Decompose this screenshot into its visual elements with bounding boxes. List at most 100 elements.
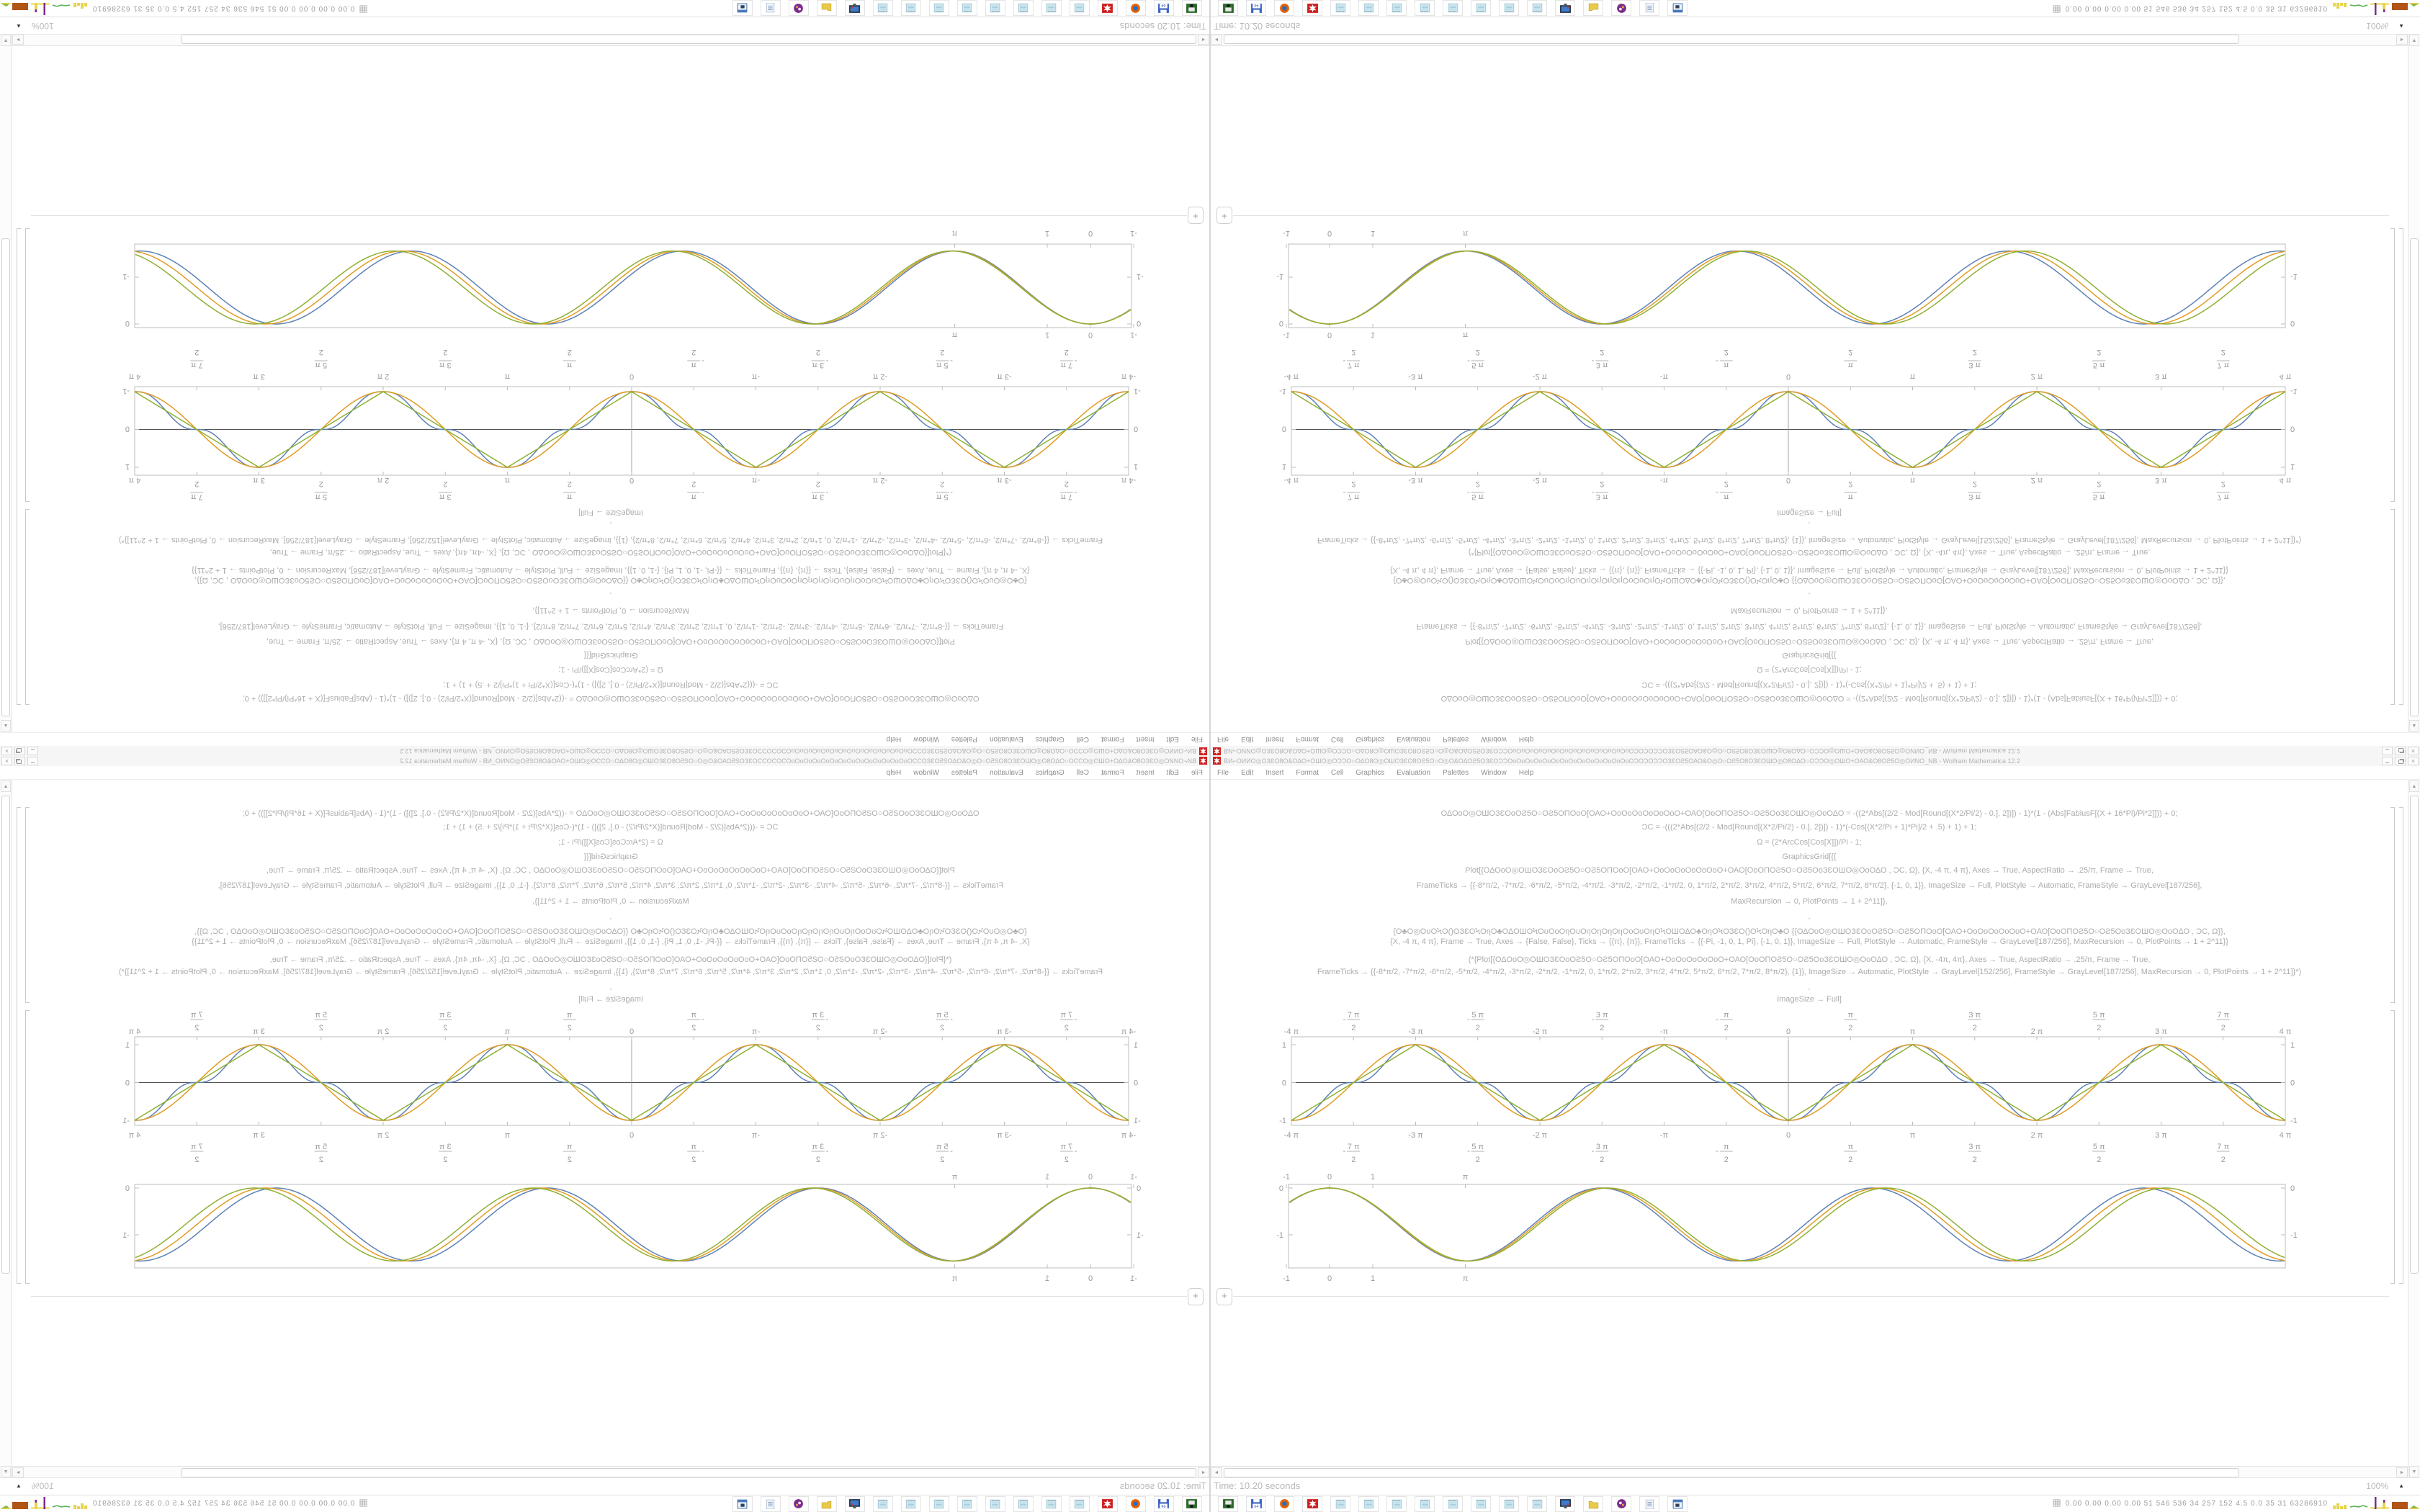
taskbar-icon-spikey-4[interactable]	[1098, 0, 1118, 17]
taskbar-icon-window-17[interactable]	[1667, 0, 1688, 17]
cell-insertion-plus-button[interactable]: +	[1188, 207, 1204, 224]
cell-bracket-3[interactable]	[2399, 807, 2403, 1284]
window-titlebar[interactable]: ВИ⌐ОИИΟ◎ΟЗƐΟ8Ο&ΟΔΟ+ΟШΟ◎ΟƆƆΟ○ΟΔΟ8Ο◎ΟШΟЗƐΟ…	[1211, 756, 2420, 767]
taskbar-icon-notepad-6[interactable]	[1041, 1495, 1062, 1512]
tray-grid-icon[interactable]	[2053, 2, 2061, 15]
menu-item-format[interactable]: Format	[1101, 735, 1124, 744]
taskbar-icon-notepad-8[interactable]	[1415, 0, 1435, 17]
taskbar-icon-firefox-3[interactable]	[1274, 1495, 1294, 1512]
menu-item-help[interactable]: Help	[886, 768, 902, 777]
code-line-6[interactable]: FrameTicks → {{-8*π/2, -7*π/2, -6*π/2, -…	[1416, 622, 2202, 631]
scroll-right-button[interactable]: ►	[2396, 1467, 2408, 1477]
code-line-1[interactable]: ΟΔΟοΟ◎ΟШΟЗƐΟοΟƧ5Ο○ΟƧ5ΟΠΟοΟ[ΟΑΟ+ΟοΟοΟοΟοΟ…	[242, 809, 980, 818]
cell-insertion-plus-button[interactable]: +	[1188, 1288, 1204, 1305]
menu-item-evaluation[interactable]: Evaluation	[990, 735, 1023, 744]
code-line-13[interactable]: ,	[609, 521, 612, 528]
taskbar-icon-window-17[interactable]	[732, 0, 753, 17]
menu-item-edit[interactable]: Edit	[1166, 768, 1179, 777]
code-line-14[interactable]: ImageSize → Full]	[1777, 508, 1842, 517]
minimize-button[interactable]	[27, 757, 38, 765]
taskbar-icon-notepad-9[interactable]	[957, 0, 977, 17]
taskbar-icon-scroll-16[interactable]	[761, 0, 781, 17]
taskbar-icon-notepad-10[interactable]	[929, 1495, 949, 1512]
taskbar-icon-notepad-10[interactable]	[929, 0, 949, 17]
cell-insertion-line[interactable]	[1233, 1296, 2389, 1297]
taskbar-icon-notepad-8[interactable]	[1415, 1495, 1435, 1512]
menu-item-evaluation[interactable]: Evaluation	[990, 768, 1023, 777]
menu-item-file[interactable]: File	[1217, 768, 1229, 777]
menu-item-help[interactable]: Help	[1518, 735, 1534, 744]
taskbar-icon-notepad-6[interactable]	[1041, 0, 1062, 17]
menu-item-graphics[interactable]: Graphics	[1035, 735, 1065, 744]
code-line-6[interactable]: FrameTicks → {{-8*π/2, -7*π/2, -6*π/2, -…	[1416, 881, 2202, 890]
menu-item-cell[interactable]: Cell	[1076, 735, 1089, 744]
menu-item-graphics[interactable]: Graphics	[1035, 768, 1065, 777]
code-line-9[interactable]: {Ο♣Ο◎ΟʊΟϞΟ()ΟЗƐΟϞΟηΟ♣ΟΔΟШΟϞΟʊΟοΟηΟʊΟηΟηΟ…	[194, 576, 1027, 585]
taskbar-icon-scroll-16[interactable]	[1639, 0, 1659, 17]
cell-bracket-3[interactable]	[17, 228, 21, 705]
menu-item-window[interactable]: Window	[913, 735, 939, 744]
code-line-10[interactable]: {X, -4 π, 4 π}, Frame → True, Axes → {Fa…	[192, 566, 1030, 575]
code-line-12[interactable]: FrameTicks → {{-8*π/2, -7*π/2, -6*π/2, -…	[1317, 968, 2302, 976]
taskbar-icon-monitor-13[interactable]	[845, 1495, 865, 1512]
taskbar-icon-monitor-13[interactable]	[1555, 0, 1575, 17]
menu-item-insert[interactable]: Insert	[1265, 768, 1284, 777]
taskbar-icon-floppy64-2[interactable]: 64	[1154, 1495, 1174, 1512]
code-line-9[interactable]: {Ο♣Ο◎ΟʊΟϞΟ()ΟЗƐΟϞΟηΟ♣ΟΔΟШΟϞΟʊΟοΟηΟʊΟηΟηΟ…	[194, 927, 1027, 936]
menu-item-cell[interactable]: Cell	[1076, 768, 1089, 777]
scroll-down-button[interactable]: ▼	[2409, 1466, 2419, 1477]
menu-item-graphics[interactable]: Graphics	[1355, 768, 1385, 777]
taskbar-icon-firefox-3[interactable]	[1126, 0, 1146, 17]
taskbar-icon-purple-15[interactable]	[1611, 1495, 1631, 1512]
vertical-scrollbar[interactable]: ▲ ▼	[2408, 780, 2420, 1478]
minimize-button[interactable]	[2382, 747, 2393, 755]
horizontal-scroll-thumb[interactable]	[1224, 35, 2239, 44]
code-line-4[interactable]: GraphicsGrid[{{	[583, 651, 638, 660]
restore-button[interactable]	[2395, 757, 2406, 765]
menu-item-format[interactable]: Format	[1296, 768, 1319, 777]
menu-item-palettes[interactable]: Palettes	[951, 735, 977, 744]
code-line-8[interactable]: ,	[609, 913, 612, 921]
code-line-2[interactable]: ƆC = -(((2*Abs[(2/2 - Mod[Round[(X*2/Pi/…	[443, 823, 779, 832]
menu-item-graphics[interactable]: Graphics	[1355, 735, 1385, 744]
taskbar-icon-purple-15[interactable]	[789, 0, 809, 17]
taskbar-icon-notepad-8[interactable]	[985, 0, 1005, 17]
restore-button[interactable]	[2395, 747, 2406, 755]
scroll-down-button[interactable]: ▼	[2409, 35, 2419, 46]
code-line-9[interactable]: {Ο♣Ο◎ΟʊΟϞΟ()ΟЗƐΟϞΟηΟ♣ΟΔΟШΟϞΟʊΟοΟηΟʊΟηΟηΟ…	[1393, 927, 2226, 936]
magnification-dropdown-icon[interactable]: ▲	[16, 1482, 22, 1489]
close-button[interactable]: ×	[1, 747, 12, 755]
menu-item-insert[interactable]: Insert	[1265, 735, 1284, 744]
window-titlebar[interactable]: ВИ⌐ОИИΟ◎ΟЗƐΟ8Ο&ΟΔΟ+ΟШΟ◎ΟƆƆΟ○ΟΔΟ8Ο◎ΟШΟЗƐΟ…	[0, 756, 1209, 767]
minimize-button[interactable]	[2382, 757, 2393, 765]
taskbar-icon-firefox-3[interactable]	[1274, 0, 1294, 17]
horizontal-scrollbar[interactable]: ◄ ►	[12, 34, 1209, 46]
taskbar-icon-spikey-4[interactable]	[1302, 0, 1322, 17]
menu-item-file[interactable]: File	[1191, 768, 1203, 777]
code-line-1[interactable]: ΟΔΟοΟ◎ΟШΟЗƐΟοΟƧ5Ο○ΟƧ5ΟΠΟοΟ[ΟΑΟ+ΟοΟοΟοΟοΟ…	[1440, 809, 2178, 818]
cell-bracket-1[interactable]	[2390, 509, 2395, 705]
cell-bracket-3[interactable]	[17, 807, 21, 1284]
taskbar-icon-notepad-9[interactable]	[957, 1495, 977, 1512]
code-line-11[interactable]: (*{Plot[{ΟΔΟοΟ◎ΟШΟЗƐΟοΟƧ5Ο○ΟƧ5ΟΠΟοΟ[ΟΑΟ+…	[269, 548, 952, 557]
scroll-down-button[interactable]: ▼	[1, 1466, 11, 1477]
code-line-2[interactable]: ƆC = -(((2*Abs[(2/2 - Mod[Round[(X*2/Pi/…	[1641, 823, 1977, 832]
magnification-dropdown-icon[interactable]: ▲	[2398, 1482, 2404, 1489]
restore-button[interactable]	[14, 757, 25, 765]
vertical-scroll-thumb[interactable]	[1, 796, 10, 1274]
tray-grid-icon[interactable]	[359, 1498, 367, 1511]
taskbar-icon-notepad-12[interactable]	[873, 0, 893, 17]
magnification-value[interactable]: 100%	[32, 1481, 54, 1491]
menu-item-evaluation[interactable]: Evaluation	[1397, 735, 1430, 744]
magnification-dropdown-icon[interactable]: ▲	[16, 23, 22, 30]
menu-item-format[interactable]: Format	[1101, 768, 1124, 777]
taskbar-icon-notepad-9[interactable]	[1443, 0, 1463, 17]
code-line-14[interactable]: ImageSize → Full]	[1777, 995, 1842, 1004]
scroll-up-button[interactable]: ▲	[2409, 780, 2419, 792]
menu-item-format[interactable]: Format	[1296, 735, 1319, 744]
taskbar-icon-notepad-7[interactable]	[1013, 1495, 1034, 1512]
magnification-dropdown-icon[interactable]: ▲	[2398, 23, 2404, 30]
code-line-7[interactable]: MaxRecursion → 0, PlotPoints → 1 + 2^11]…	[1731, 897, 1888, 906]
menu-item-cell[interactable]: Cell	[1331, 768, 1344, 777]
code-line-14[interactable]: ImageSize → Full]	[578, 508, 643, 517]
